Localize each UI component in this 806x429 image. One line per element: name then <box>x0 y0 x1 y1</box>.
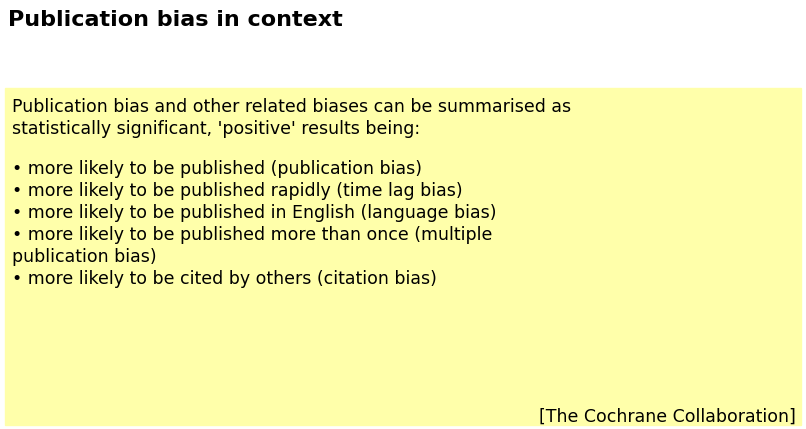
Text: statistically significant, 'positive' results being:: statistically significant, 'positive' re… <box>12 120 420 138</box>
Text: • more likely to be published in English (language bias): • more likely to be published in English… <box>12 204 496 222</box>
Text: • more likely to be published more than once (multiple: • more likely to be published more than … <box>12 226 492 244</box>
Text: Publication bias in context: Publication bias in context <box>8 10 343 30</box>
FancyBboxPatch shape <box>5 88 801 425</box>
Text: publication bias): publication bias) <box>12 248 156 266</box>
Text: • more likely to be cited by others (citation bias): • more likely to be cited by others (cit… <box>12 270 437 288</box>
Text: Publication bias and other related biases can be summarised as: Publication bias and other related biase… <box>12 98 571 116</box>
Text: • more likely to be published rapidly (time lag bias): • more likely to be published rapidly (t… <box>12 182 463 200</box>
Text: • more likely to be published (publication bias): • more likely to be published (publicati… <box>12 160 422 178</box>
Text: [The Cochrane Collaboration]: [The Cochrane Collaboration] <box>539 408 796 426</box>
